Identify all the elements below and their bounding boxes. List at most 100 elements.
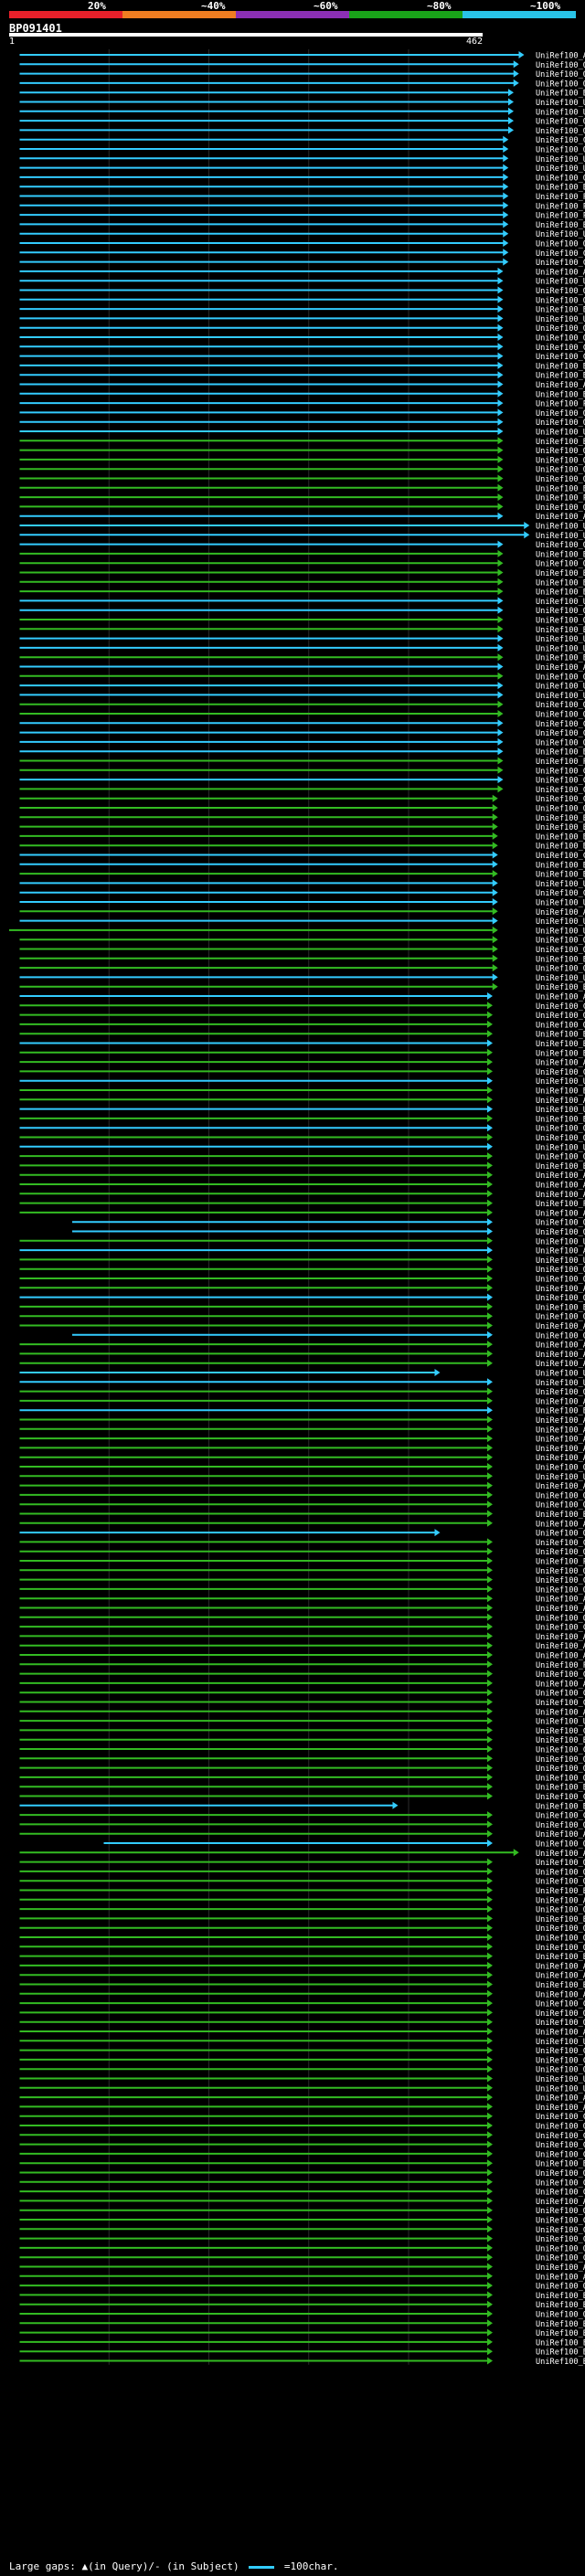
- hit-label[interactable]: UniRef100_A7R4R2: [536, 1209, 585, 1218]
- hit-label[interactable]: UniRef100_UPI000...: [536, 523, 585, 532]
- hit-label[interactable]: UniRef100_B4EPW2: [536, 2160, 585, 2169]
- hit-label[interactable]: UniRef100_Q3TKP5: [536, 738, 585, 747]
- hit-label[interactable]: UniRef100_Q6C428: [536, 1464, 585, 1473]
- hit-label[interactable]: UniRef100_UPI000...: [536, 429, 585, 438]
- hit-label[interactable]: UniRef100_C4Y475: [536, 1624, 585, 1633]
- hit-label[interactable]: UniRef100_UPI000...: [536, 1077, 585, 1087]
- hit-label[interactable]: UniRef100_Q6NMY6: [536, 475, 585, 484]
- hit-label[interactable]: UniRef100_C1BMX2: [536, 852, 585, 861]
- hit-label[interactable]: UniRef100_Q5Z6W1: [536, 2123, 585, 2132]
- hit-label[interactable]: UniRef100_B7SDE4: [536, 90, 585, 99]
- hit-label[interactable]: UniRef100_B7FF18: [536, 871, 585, 880]
- hit-label[interactable]: UniRef100_C5E6A0: [536, 1746, 585, 1755]
- hit-label[interactable]: UniRef100_B3KWM5: [536, 748, 585, 758]
- hit-label[interactable]: UniRef100_Q4WXF5: [536, 1755, 585, 1765]
- hit-label[interactable]: UniRef100_B9SEP6: [536, 1511, 585, 1520]
- hit-label[interactable]: UniRef100_C9SSS4: [536, 2000, 585, 2009]
- hit-label[interactable]: UniRef100_UPI000...: [536, 917, 585, 927]
- hit-label[interactable]: UniRef100_B6RB06: [536, 1303, 585, 1312]
- hit-label[interactable]: UniRef100_A9UT63: [536, 1680, 585, 1689]
- hit-label[interactable]: UniRef100_Q6VMY2: [536, 466, 585, 475]
- hit-label[interactable]: UniRef100_B3RNF8: [536, 1087, 585, 1097]
- hit-label[interactable]: UniRef100_Q81JB2: [536, 127, 585, 136]
- hit-label[interactable]: UniRef100_B0CRX0: [536, 1887, 585, 1896]
- hit-label[interactable]: UniRef100_UPI000...: [536, 927, 585, 936]
- hit-label[interactable]: UniRef100_C9S7B1: [536, 2217, 585, 2226]
- hit-label[interactable]: UniRef100_Q4FWT2: [536, 2244, 585, 2253]
- hit-label[interactable]: UniRef100_Q65353: [536, 70, 585, 80]
- hit-label[interactable]: UniRef100_A3EE46: [536, 1605, 585, 1614]
- hit-label[interactable]: UniRef100_Q7PL68: [536, 447, 585, 456]
- hit-label[interactable]: UniRef100_Q6C7R7: [536, 1491, 585, 1500]
- hit-label[interactable]: UniRef100_Q5KJU2: [536, 2169, 585, 2178]
- hit-label[interactable]: UniRef100_C4WBE8: [536, 767, 585, 776]
- hit-label[interactable]: UniRef100_Q4KT13: [536, 80, 585, 89]
- hit-label[interactable]: UniRef100_B6HAZ3: [536, 1784, 585, 1793]
- hit-label[interactable]: UniRef100_Q8WXQ2: [536, 324, 585, 334]
- hit-label[interactable]: UniRef100_Q4P5H9: [536, 1774, 585, 1783]
- hit-label[interactable]: UniRef100_Q4XDE7: [536, 1765, 585, 1774]
- hit-label[interactable]: UniRef100_UPI000...: [536, 155, 585, 164]
- hit-label[interactable]: UniRef100_B5S413: [536, 362, 585, 371]
- hit-label[interactable]: UniRef100_A3LP14: [536, 1708, 585, 1717]
- hit-label[interactable]: UniRef100_C1GPV3: [536, 2254, 585, 2263]
- hit-label[interactable]: UniRef100_B5S558: [536, 221, 585, 230]
- hit-label[interactable]: UniRef100_Q6EE33: [536, 1388, 585, 1397]
- hit-label[interactable]: UniRef100_C5K146: [536, 2150, 585, 2159]
- hit-label[interactable]: UniRef100_UPI000...: [536, 1106, 585, 1115]
- hit-label[interactable]: UniRef100_B5XGY2: [536, 1040, 585, 1049]
- hit-label[interactable]: UniRef100_O74306: [536, 1548, 585, 1557]
- hit-label[interactable]: UniRef100_A4HNP3: [536, 2273, 585, 2282]
- hit-label[interactable]: UniRef100_A8IMY4: [536, 1520, 585, 1529]
- hit-label[interactable]: UniRef100_A7QAV5: [536, 1285, 585, 1294]
- hit-label[interactable]: UniRef100_B9WK63: [536, 1915, 585, 1924]
- hit-label[interactable]: UniRef100_A6SLD6: [536, 1830, 585, 1839]
- hit-label[interactable]: UniRef100_Q5BEL7: [536, 1944, 585, 1953]
- hit-label[interactable]: UniRef100_Q9VYW5: [536, 701, 585, 710]
- hit-label[interactable]: UniRef100_C4L4L4: [536, 1068, 585, 1077]
- hit-label[interactable]: UniRef100_Q7QMP1: [536, 937, 585, 946]
- hit-label[interactable]: UniRef100_C5F6P8: [536, 2189, 585, 2198]
- hit-label[interactable]: UniRef100_C1MPX4: [536, 1793, 585, 1802]
- hit-label[interactable]: UniRef100_Q22608: [536, 61, 585, 70]
- hit-label[interactable]: UniRef100_C4JHW3: [536, 795, 585, 804]
- hit-label[interactable]: UniRef100_A4I888: [536, 2263, 585, 2273]
- hit-label[interactable]: UniRef100_Q2D7D4: [536, 1868, 585, 1877]
- hit-label[interactable]: UniRef100_A1CE99: [536, 1972, 585, 1981]
- hit-label[interactable]: UniRef100_A9PBZ9: [536, 1454, 585, 1463]
- hit-label[interactable]: UniRef100_UPI000...: [536, 1370, 585, 1379]
- hit-label[interactable]: UniRef100_A8XSY1: [536, 513, 585, 522]
- hit-label[interactable]: UniRef100_UPI000...: [536, 635, 585, 644]
- hit-label[interactable]: UniRef100_P22451: [536, 193, 585, 202]
- hit-label[interactable]: UniRef100_C9ZZL2: [536, 2141, 585, 2150]
- hit-label[interactable]: UniRef100_UPI000...: [536, 2075, 585, 2084]
- hit-label[interactable]: UniRef100_UPI000...: [536, 1237, 585, 1246]
- hit-label[interactable]: UniRef100_Q6FJY0: [536, 1567, 585, 1576]
- hit-label[interactable]: UniRef100_Q5EDW5: [536, 409, 585, 419]
- hit-label[interactable]: UniRef100_Q1XDQ8: [536, 1266, 585, 1275]
- hit-label[interactable]: UniRef100_Q4CU60: [536, 2019, 585, 2028]
- hit-label[interactable]: UniRef100_UPI000...: [536, 974, 585, 983]
- hit-label[interactable]: UniRef100_A9ZT78: [536, 381, 585, 390]
- hit-label[interactable]: UniRef100_Q4U381: [536, 2009, 585, 2019]
- hit-label[interactable]: UniRef100_Q8MTN3: [536, 118, 585, 127]
- hit-label[interactable]: UniRef100_A8UEW1: [536, 1247, 585, 1256]
- hit-label[interactable]: UniRef100_Q8LTA6: [536, 1294, 585, 1303]
- hit-label[interactable]: UniRef100_C5WZW1: [536, 786, 585, 795]
- hit-label[interactable]: UniRef100_Q61QB1: [536, 334, 585, 344]
- hit-label[interactable]: UniRef100_UPI000...: [536, 278, 585, 287]
- hit-label[interactable]: UniRef100_A7HF09: [536, 1896, 585, 1905]
- hit-label[interactable]: UniRef100_B7UE94: [536, 569, 585, 578]
- hit-label[interactable]: UniRef100_B2B802: [536, 1981, 585, 1990]
- hit-label[interactable]: UniRef100_Q6UNT2: [536, 1276, 585, 1285]
- hit-label[interactable]: UniRef100_Q1D9N5: [536, 1821, 585, 1830]
- hit-label[interactable]: UniRef100_C5GCB5: [536, 2235, 585, 2244]
- hit-label[interactable]: UniRef100_Q86LY6: [536, 1219, 585, 1228]
- hit-label[interactable]: UniRef100_B7TJH5: [536, 1802, 585, 1811]
- hit-label[interactable]: UniRef100_Q76190: [536, 1021, 585, 1030]
- hit-label[interactable]: UniRef100_P15125: [536, 212, 585, 221]
- hit-label[interactable]: UniRef100_B7FP90: [536, 2348, 585, 2358]
- hit-label[interactable]: UniRef100_A1CPH2: [536, 2104, 585, 2113]
- hit-label[interactable]: UniRef100_C5DXN6: [536, 1727, 585, 1736]
- hit-label[interactable]: UniRef100_P15126: [536, 202, 585, 211]
